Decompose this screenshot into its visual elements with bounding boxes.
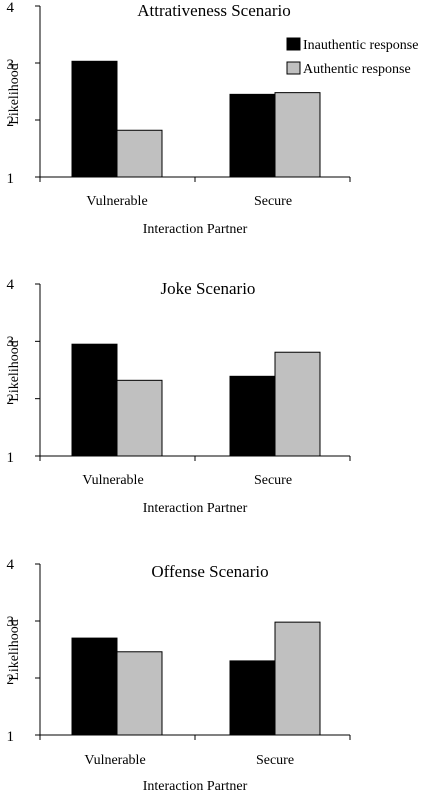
x-axis-label: Interaction Partner: [143, 779, 248, 794]
x-tick-label: Secure: [254, 473, 292, 488]
y-axis-label: Likelihood: [7, 340, 22, 401]
y-tick-label: 3: [7, 57, 15, 73]
chart-panel-attractiveness: Attrativeness Scenario Likelihood Intera…: [7, 0, 419, 237]
x-tick-label: Vulnerable: [82, 473, 143, 488]
y-tick-label: 2: [7, 672, 15, 688]
bar-inauthentic-vulnerable: [71, 343, 118, 457]
y-tick-label: 1: [7, 171, 15, 187]
x-axis-label: Interaction Partner: [143, 501, 248, 516]
bar-inauthentic-secure: [229, 93, 276, 178]
y-tick-label: 3: [7, 334, 15, 350]
legend-swatch-authentic: [286, 61, 301, 75]
bar-authentic-vulnerable: [116, 129, 163, 178]
x-tick-label: Secure: [256, 753, 294, 768]
chart-title: Attrativeness Scenario: [137, 1, 290, 20]
y-tick-label: 2: [7, 114, 15, 130]
chart-panel-offense: Offense Scenario Likelihood Interaction …: [7, 557, 351, 794]
bar-authentic-vulnerable: [116, 651, 163, 736]
chart-title: Joke Scenario: [161, 279, 256, 298]
legend-swatch-inauthentic: [286, 37, 301, 51]
y-tick-label: 1: [7, 729, 15, 745]
x-tick-label: Secure: [254, 194, 292, 209]
y-tick-label: 2: [7, 392, 15, 408]
bar-authentic-secure: [274, 621, 321, 736]
bar-inauthentic-vulnerable: [71, 637, 118, 736]
y-tick-label: 4: [7, 0, 15, 16]
bar-inauthentic-secure: [229, 375, 276, 457]
y-tick-label: 4: [7, 277, 15, 293]
bar-authentic-secure: [274, 92, 321, 178]
x-axis-label: Interaction Partner: [143, 222, 248, 237]
x-tick-label: Vulnerable: [84, 753, 145, 768]
bar-inauthentic-vulnerable: [71, 60, 118, 178]
chart-title: Offense Scenario: [151, 562, 268, 581]
chart-panel-joke: Joke Scenario Likelihood Interaction Par…: [7, 277, 351, 516]
bar-inauthentic-secure: [229, 660, 276, 736]
legend-label-authentic: Authentic response: [303, 62, 411, 77]
x-tick-label: Vulnerable: [86, 194, 147, 209]
y-tick-label: 1: [7, 450, 15, 466]
bar-authentic-vulnerable: [116, 379, 163, 457]
y-axis-label: Likelihood: [7, 63, 22, 124]
y-tick-label: 3: [7, 614, 15, 630]
y-tick-label: 4: [7, 557, 15, 573]
bar-authentic-secure: [274, 351, 321, 457]
legend-label-inauthentic: Inauthentic response: [303, 38, 418, 53]
y-axis-label: Likelihood: [7, 619, 22, 680]
